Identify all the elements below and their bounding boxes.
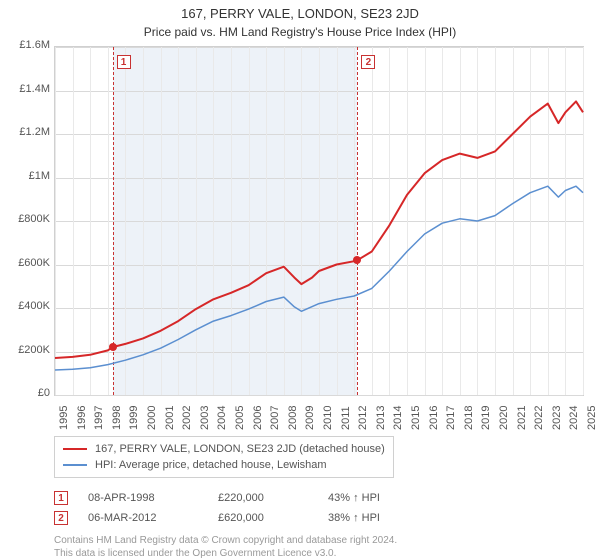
x-axis-label: 2002	[181, 406, 193, 430]
y-axis-label: £400K	[0, 300, 50, 312]
x-axis-label: 2025	[586, 406, 598, 430]
x-axis-label: 2023	[551, 406, 563, 430]
y-axis-label: £1.4M	[0, 83, 50, 95]
chart-marker-badge: 1	[117, 55, 131, 69]
legend-row-property: 167, PERRY VALE, LONDON, SE23 2JD (detac…	[63, 441, 385, 457]
x-axis-label: 2016	[428, 406, 440, 430]
x-axis-label: 2010	[322, 406, 334, 430]
sale-price-2: £620,000	[218, 512, 308, 524]
x-axis-label: 2012	[357, 406, 369, 430]
legend-row-hpi: HPI: Average price, detached house, Lewi…	[63, 457, 385, 473]
x-axis-label: 1996	[76, 406, 88, 430]
license-line-1: Contains HM Land Registry data © Crown c…	[54, 534, 584, 547]
x-axis-label: 2011	[340, 406, 352, 430]
license-line-2: This data is licensed under the Open Gov…	[54, 547, 584, 560]
sale-row-1: 1 08-APR-1998 £220,000 43% ↑ HPI	[54, 488, 584, 508]
x-axis-label: 2003	[199, 406, 211, 430]
x-axis-label: 1998	[111, 406, 123, 430]
legend-swatch-property	[63, 448, 87, 450]
y-axis-label: £0	[0, 387, 50, 399]
x-axis-label: 1999	[128, 406, 140, 430]
x-axis-label: 2013	[375, 406, 387, 430]
legend-swatch-hpi	[63, 464, 87, 466]
chart-plot-area: 12	[54, 46, 584, 396]
plot-svg	[55, 47, 583, 395]
x-axis-label: 2008	[287, 406, 299, 430]
sales-table: 1 08-APR-1998 £220,000 43% ↑ HPI 2 06-MA…	[54, 488, 584, 528]
x-axis-label: 2020	[498, 406, 510, 430]
legend-box: 167, PERRY VALE, LONDON, SE23 2JD (detac…	[54, 436, 394, 478]
x-axis-label: 1997	[93, 406, 105, 430]
y-axis-label: £1.6M	[0, 39, 50, 51]
legend-label-property: 167, PERRY VALE, LONDON, SE23 2JD (detac…	[95, 441, 385, 457]
legend-label-hpi: HPI: Average price, detached house, Lewi…	[95, 457, 327, 473]
y-axis-label: £1.2M	[0, 126, 50, 138]
x-axis-label: 2018	[463, 406, 475, 430]
x-axis-label: 2004	[216, 406, 228, 430]
x-axis-label: 2006	[252, 406, 264, 430]
x-axis-label: 2019	[480, 406, 492, 430]
sale-date-2: 06-MAR-2012	[88, 512, 198, 524]
x-axis-label: 2017	[445, 406, 457, 430]
chart-marker-badge: 2	[361, 55, 375, 69]
y-axis-label: £1M	[0, 170, 50, 182]
x-axis-label: 2024	[568, 406, 580, 430]
x-axis-label: 2009	[304, 406, 316, 430]
sale-delta-1: 43% ↑ HPI	[328, 492, 380, 504]
sale-badge-2: 2	[54, 511, 68, 525]
x-axis-label: 2015	[410, 406, 422, 430]
license-text: Contains HM Land Registry data © Crown c…	[54, 534, 584, 560]
y-axis-label: £600K	[0, 257, 50, 269]
page-title: 167, PERRY VALE, LONDON, SE23 2JD	[0, 0, 600, 21]
chart-container: 167, PERRY VALE, LONDON, SE23 2JD Price …	[0, 0, 600, 560]
sale-delta-2: 38% ↑ HPI	[328, 512, 380, 524]
x-axis-label: 2005	[234, 406, 246, 430]
sale-price-1: £220,000	[218, 492, 308, 504]
y-axis-label: £200K	[0, 344, 50, 356]
sale-badge-1: 1	[54, 491, 68, 505]
sale-date-1: 08-APR-1998	[88, 492, 198, 504]
legend-and-footer: 167, PERRY VALE, LONDON, SE23 2JD (detac…	[54, 436, 584, 560]
sale-dot	[353, 256, 361, 264]
x-axis-label: 2001	[164, 406, 176, 430]
x-axis-label: 2000	[146, 406, 158, 430]
sale-dot	[109, 343, 117, 351]
x-axis-label: 2014	[392, 406, 404, 430]
page-subtitle: Price paid vs. HM Land Registry's House …	[0, 21, 600, 43]
sale-row-2: 2 06-MAR-2012 £620,000 38% ↑ HPI	[54, 508, 584, 528]
y-axis-label: £800K	[0, 213, 50, 225]
x-axis-label: 2022	[533, 406, 545, 430]
x-axis-label: 2007	[269, 406, 281, 430]
x-axis-label: 1995	[58, 406, 70, 430]
x-axis-label: 2021	[516, 406, 528, 430]
